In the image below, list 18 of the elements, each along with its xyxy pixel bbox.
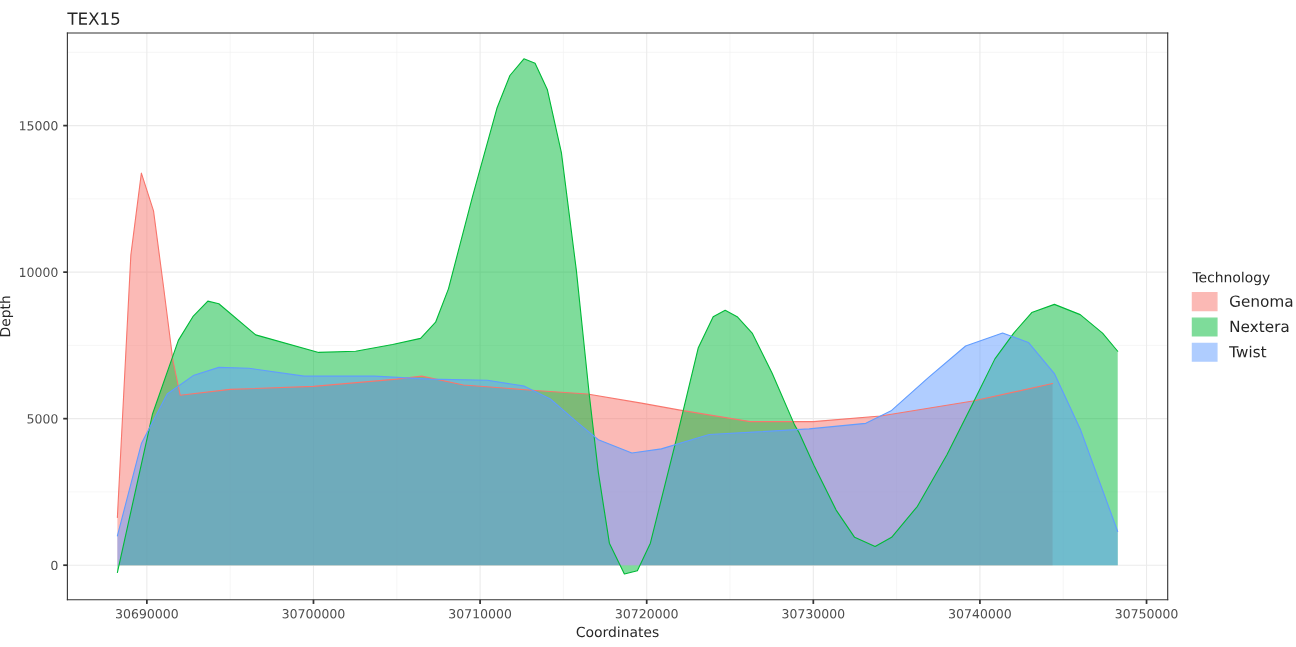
y-tick-label: 5000 [27, 414, 58, 424]
x-tick-label: 30740000 [949, 609, 1011, 619]
legend-title: Technology [1192, 271, 1270, 286]
chart-title: TEX15 [67, 12, 120, 25]
y-axis-title: Depth [0, 296, 14, 337]
legend-label: Twist [1229, 345, 1267, 358]
legend-label: Genoma [1229, 295, 1293, 307]
x-tick-label: 30710000 [449, 609, 512, 619]
x-tick-label: 30690000 [116, 609, 178, 619]
legend-label: Nextera [1230, 320, 1289, 333]
x-tick-label: 30750000 [1115, 609, 1178, 619]
x-tick-label: 30730000 [782, 609, 845, 619]
y-tick-label: 15000 [19, 121, 58, 131]
x-tick-label: 30700000 [282, 609, 345, 619]
x-axis-title: Coordinates [576, 626, 659, 638]
x-tick-label: 30720000 [615, 609, 678, 619]
y-tick-label: 0 [51, 560, 58, 571]
y-tick-label: 10000 [19, 267, 58, 278]
